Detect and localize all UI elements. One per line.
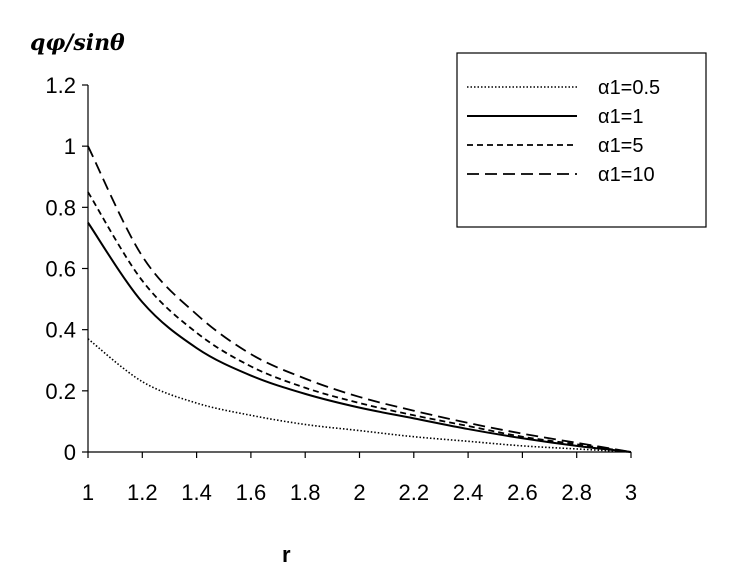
y-ticks: 0 0.2 0.4 0.6 0.8 1 1.2 — [45, 73, 88, 465]
x-tick-label: 2.6 — [507, 480, 538, 505]
x-tick-label: 2.8 — [561, 480, 592, 505]
y-tick-label: 1.2 — [45, 73, 76, 98]
y-tick-label: 0 — [64, 440, 76, 465]
legend-label: α1=5 — [598, 135, 644, 157]
x-tick-label: 2 — [353, 480, 365, 505]
series-group — [87, 145, 632, 453]
x-axis-title: r — [282, 542, 291, 567]
legend: α1=0.5 α1=1 α1=5 α1=10 — [456, 52, 707, 228]
legend-box — [456, 52, 707, 228]
x-tick-label: 2.2 — [399, 480, 430, 505]
x-tick-label: 1.2 — [127, 480, 158, 505]
x-tick-label: 2.4 — [453, 480, 484, 505]
y-tick-label: 0.4 — [45, 318, 76, 343]
legend-label: α1=10 — [598, 164, 655, 186]
legend-label: α1=0.5 — [598, 77, 660, 99]
y-tick-label: 1 — [64, 134, 76, 159]
legend-label: α1=1 — [598, 106, 644, 128]
y-axis-title: qφ/sinθ — [30, 30, 125, 56]
series-line-3 — [87, 145, 632, 453]
series-line-1 — [87, 222, 632, 453]
x-tick-label: 1.8 — [290, 480, 321, 505]
y-tick-label: 0.2 — [45, 379, 76, 404]
x-tick-label: 3 — [625, 480, 637, 505]
series-line-2 — [87, 191, 632, 453]
y-tick-label: 0.8 — [45, 195, 76, 220]
series-line-0 — [87, 338, 632, 453]
x-tick-label: 1.6 — [236, 480, 267, 505]
x-ticks: 1 1.2 1.4 1.6 1.8 2 2.2 2.4 2.6 2.8 3 — [82, 452, 637, 505]
y-tick-label: 0.6 — [45, 257, 76, 282]
x-tick-label: 1 — [82, 480, 94, 505]
x-tick-label: 1.4 — [181, 480, 212, 505]
